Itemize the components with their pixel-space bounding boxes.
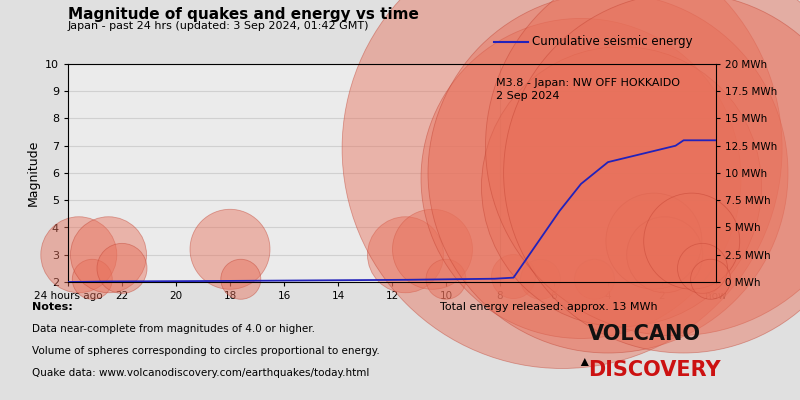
Ellipse shape <box>70 217 146 293</box>
Text: Cumulative seismic energy: Cumulative seismic energy <box>532 36 693 48</box>
Ellipse shape <box>606 193 702 289</box>
Ellipse shape <box>482 47 762 327</box>
Ellipse shape <box>428 0 788 353</box>
Ellipse shape <box>491 254 535 298</box>
Ellipse shape <box>393 209 473 289</box>
Ellipse shape <box>221 259 261 299</box>
Ellipse shape <box>41 217 117 293</box>
Text: Data near-complete from magnitudes of 4.0 or higher.: Data near-complete from magnitudes of 4.… <box>32 324 315 334</box>
Ellipse shape <box>678 243 727 293</box>
Text: DISCOVERY: DISCOVERY <box>588 360 721 380</box>
Ellipse shape <box>342 0 782 368</box>
Ellipse shape <box>367 217 443 293</box>
Y-axis label: Magnitude: Magnitude <box>26 140 39 206</box>
Ellipse shape <box>521 259 561 299</box>
Text: Japan - past 24 hrs (updated: 3 Sep 2024, 01:42 GMT): Japan - past 24 hrs (updated: 3 Sep 2024… <box>68 21 370 31</box>
Ellipse shape <box>574 259 614 299</box>
Text: Total energy released: approx. 13 MWh: Total energy released: approx. 13 MWh <box>440 302 658 312</box>
Text: VOLCANO: VOLCANO <box>588 324 701 344</box>
Ellipse shape <box>190 209 270 289</box>
Ellipse shape <box>426 259 466 299</box>
Ellipse shape <box>97 243 147 293</box>
Ellipse shape <box>626 217 702 293</box>
Ellipse shape <box>72 259 112 299</box>
Ellipse shape <box>504 0 800 353</box>
Ellipse shape <box>690 259 730 299</box>
Text: Notes:: Notes: <box>32 302 73 312</box>
Text: Volume of spheres corresponding to circles proportional to energy.: Volume of spheres corresponding to circl… <box>32 346 380 356</box>
Text: M3.8 - Japan: NW OFF HOKKAIDO
2 Sep 2024: M3.8 - Japan: NW OFF HOKKAIDO 2 Sep 2024 <box>496 78 680 101</box>
Ellipse shape <box>421 18 741 338</box>
Ellipse shape <box>644 193 740 289</box>
Text: Quake data: www.volcanodiscovery.com/earthquakes/today.html: Quake data: www.volcanodiscovery.com/ear… <box>32 368 370 378</box>
Text: Magnitude of quakes and energy vs time: Magnitude of quakes and energy vs time <box>68 7 419 22</box>
Ellipse shape <box>486 0 800 336</box>
